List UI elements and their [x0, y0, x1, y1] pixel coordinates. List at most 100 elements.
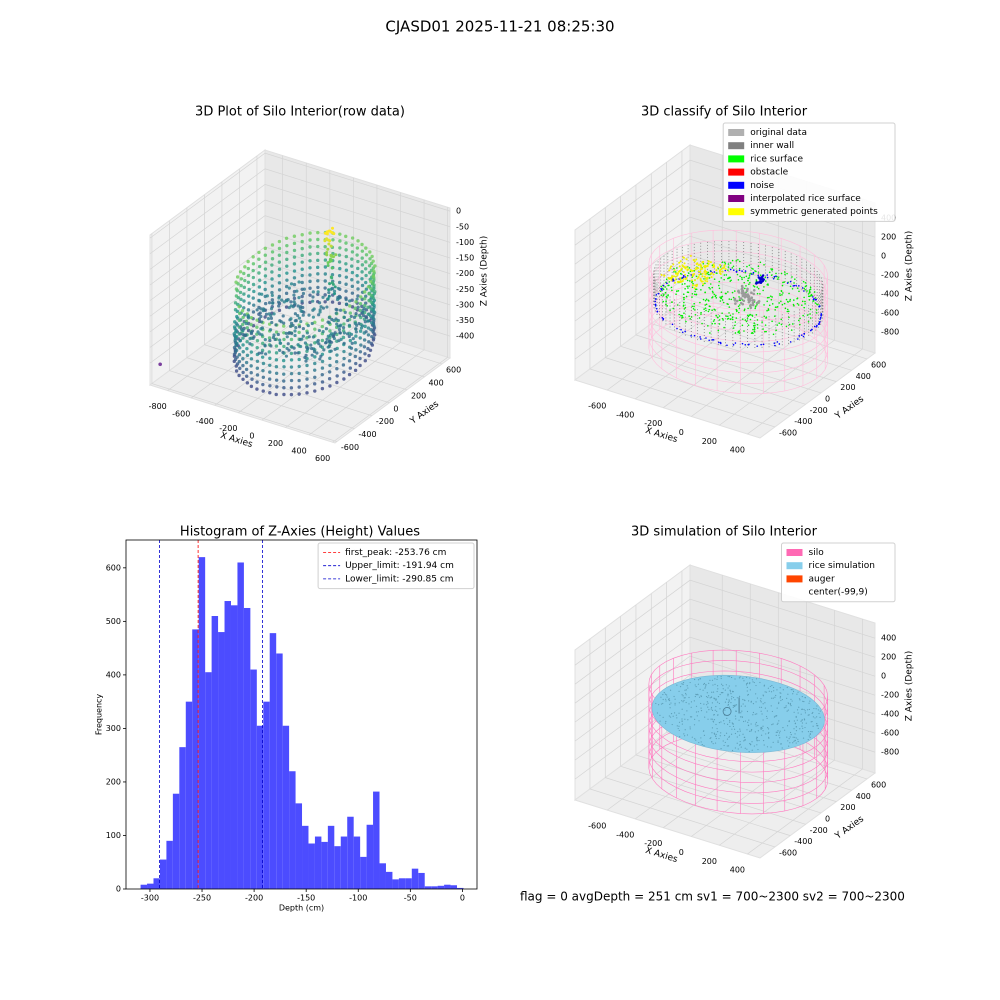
point — [316, 230, 320, 235]
point — [811, 328, 813, 331]
point — [819, 318, 821, 320]
point — [344, 234, 348, 239]
point — [756, 286, 759, 288]
surface-dot — [738, 695, 741, 697]
point — [289, 386, 294, 390]
surface-dot — [817, 725, 819, 727]
surface-dot — [728, 685, 730, 687]
point — [791, 276, 793, 278]
point — [746, 317, 749, 320]
point — [700, 289, 702, 291]
point — [742, 299, 746, 303]
surface-dot — [717, 688, 719, 690]
grid-line — [574, 636, 876, 723]
point — [686, 279, 689, 282]
point — [234, 334, 239, 339]
point — [810, 293, 813, 296]
x-tick-label: -200 — [644, 839, 662, 848]
point — [268, 338, 272, 343]
point — [263, 315, 267, 319]
point — [709, 288, 711, 290]
point — [369, 307, 374, 311]
point — [296, 351, 300, 355]
surface-dot — [670, 713, 673, 715]
point — [774, 344, 776, 347]
surface-dot — [728, 706, 731, 708]
point — [716, 266, 719, 269]
surface-dot — [723, 744, 725, 747]
surface-dot — [759, 706, 761, 708]
point — [274, 323, 278, 327]
point — [255, 359, 260, 363]
point — [781, 284, 784, 287]
surface-dot — [730, 733, 733, 735]
point — [718, 341, 720, 344]
point — [241, 315, 245, 320]
point — [704, 273, 707, 276]
surface-dot — [747, 693, 750, 696]
surface-dot — [764, 691, 766, 693]
point — [666, 297, 668, 299]
point — [744, 271, 747, 274]
point — [330, 266, 334, 270]
point — [311, 290, 315, 294]
surface-dot — [715, 735, 717, 737]
point — [274, 371, 279, 376]
surface-dot — [738, 734, 741, 736]
grid-line — [620, 196, 806, 405]
surface-dot — [695, 739, 697, 741]
surface-dot — [790, 688, 792, 691]
point — [756, 327, 759, 329]
point — [343, 310, 347, 315]
point — [261, 389, 265, 393]
point — [721, 270, 724, 273]
point — [323, 239, 327, 243]
surface-dot — [748, 719, 750, 721]
point — [248, 342, 252, 346]
point — [302, 310, 306, 314]
point — [713, 308, 716, 311]
point — [297, 371, 301, 376]
point — [731, 266, 734, 269]
surface-dot — [787, 709, 789, 711]
point — [702, 298, 705, 301]
surface-dot — [811, 720, 813, 723]
point — [271, 301, 275, 305]
surface-dot — [819, 716, 821, 718]
point — [673, 275, 676, 278]
surface-dot — [684, 718, 686, 720]
point — [364, 330, 368, 334]
point — [699, 336, 701, 338]
point — [683, 274, 685, 277]
point — [708, 277, 711, 279]
surface-dot — [795, 726, 798, 728]
point — [754, 306, 757, 308]
point — [740, 292, 744, 295]
surface-dot — [756, 736, 758, 739]
surface-dot — [785, 705, 787, 707]
point — [319, 344, 323, 348]
grid-line — [691, 601, 807, 837]
point — [158, 362, 162, 367]
point — [239, 277, 244, 281]
surface-dot — [664, 693, 667, 695]
point — [327, 370, 332, 374]
point — [293, 329, 297, 333]
point — [265, 294, 269, 298]
point — [747, 315, 750, 318]
point — [362, 345, 367, 349]
surface-dot — [695, 705, 698, 707]
bar — [289, 771, 296, 889]
grid-line — [574, 617, 876, 704]
surface-dot — [729, 725, 731, 728]
surface-dot — [716, 685, 719, 687]
point — [819, 316, 822, 319]
point — [778, 322, 781, 324]
point — [663, 274, 666, 277]
x-tick-label: -300 — [141, 894, 159, 903]
point — [709, 261, 712, 264]
surface-dot — [717, 731, 719, 733]
point — [734, 332, 737, 334]
point — [301, 313, 305, 317]
surface-dot — [709, 679, 711, 681]
